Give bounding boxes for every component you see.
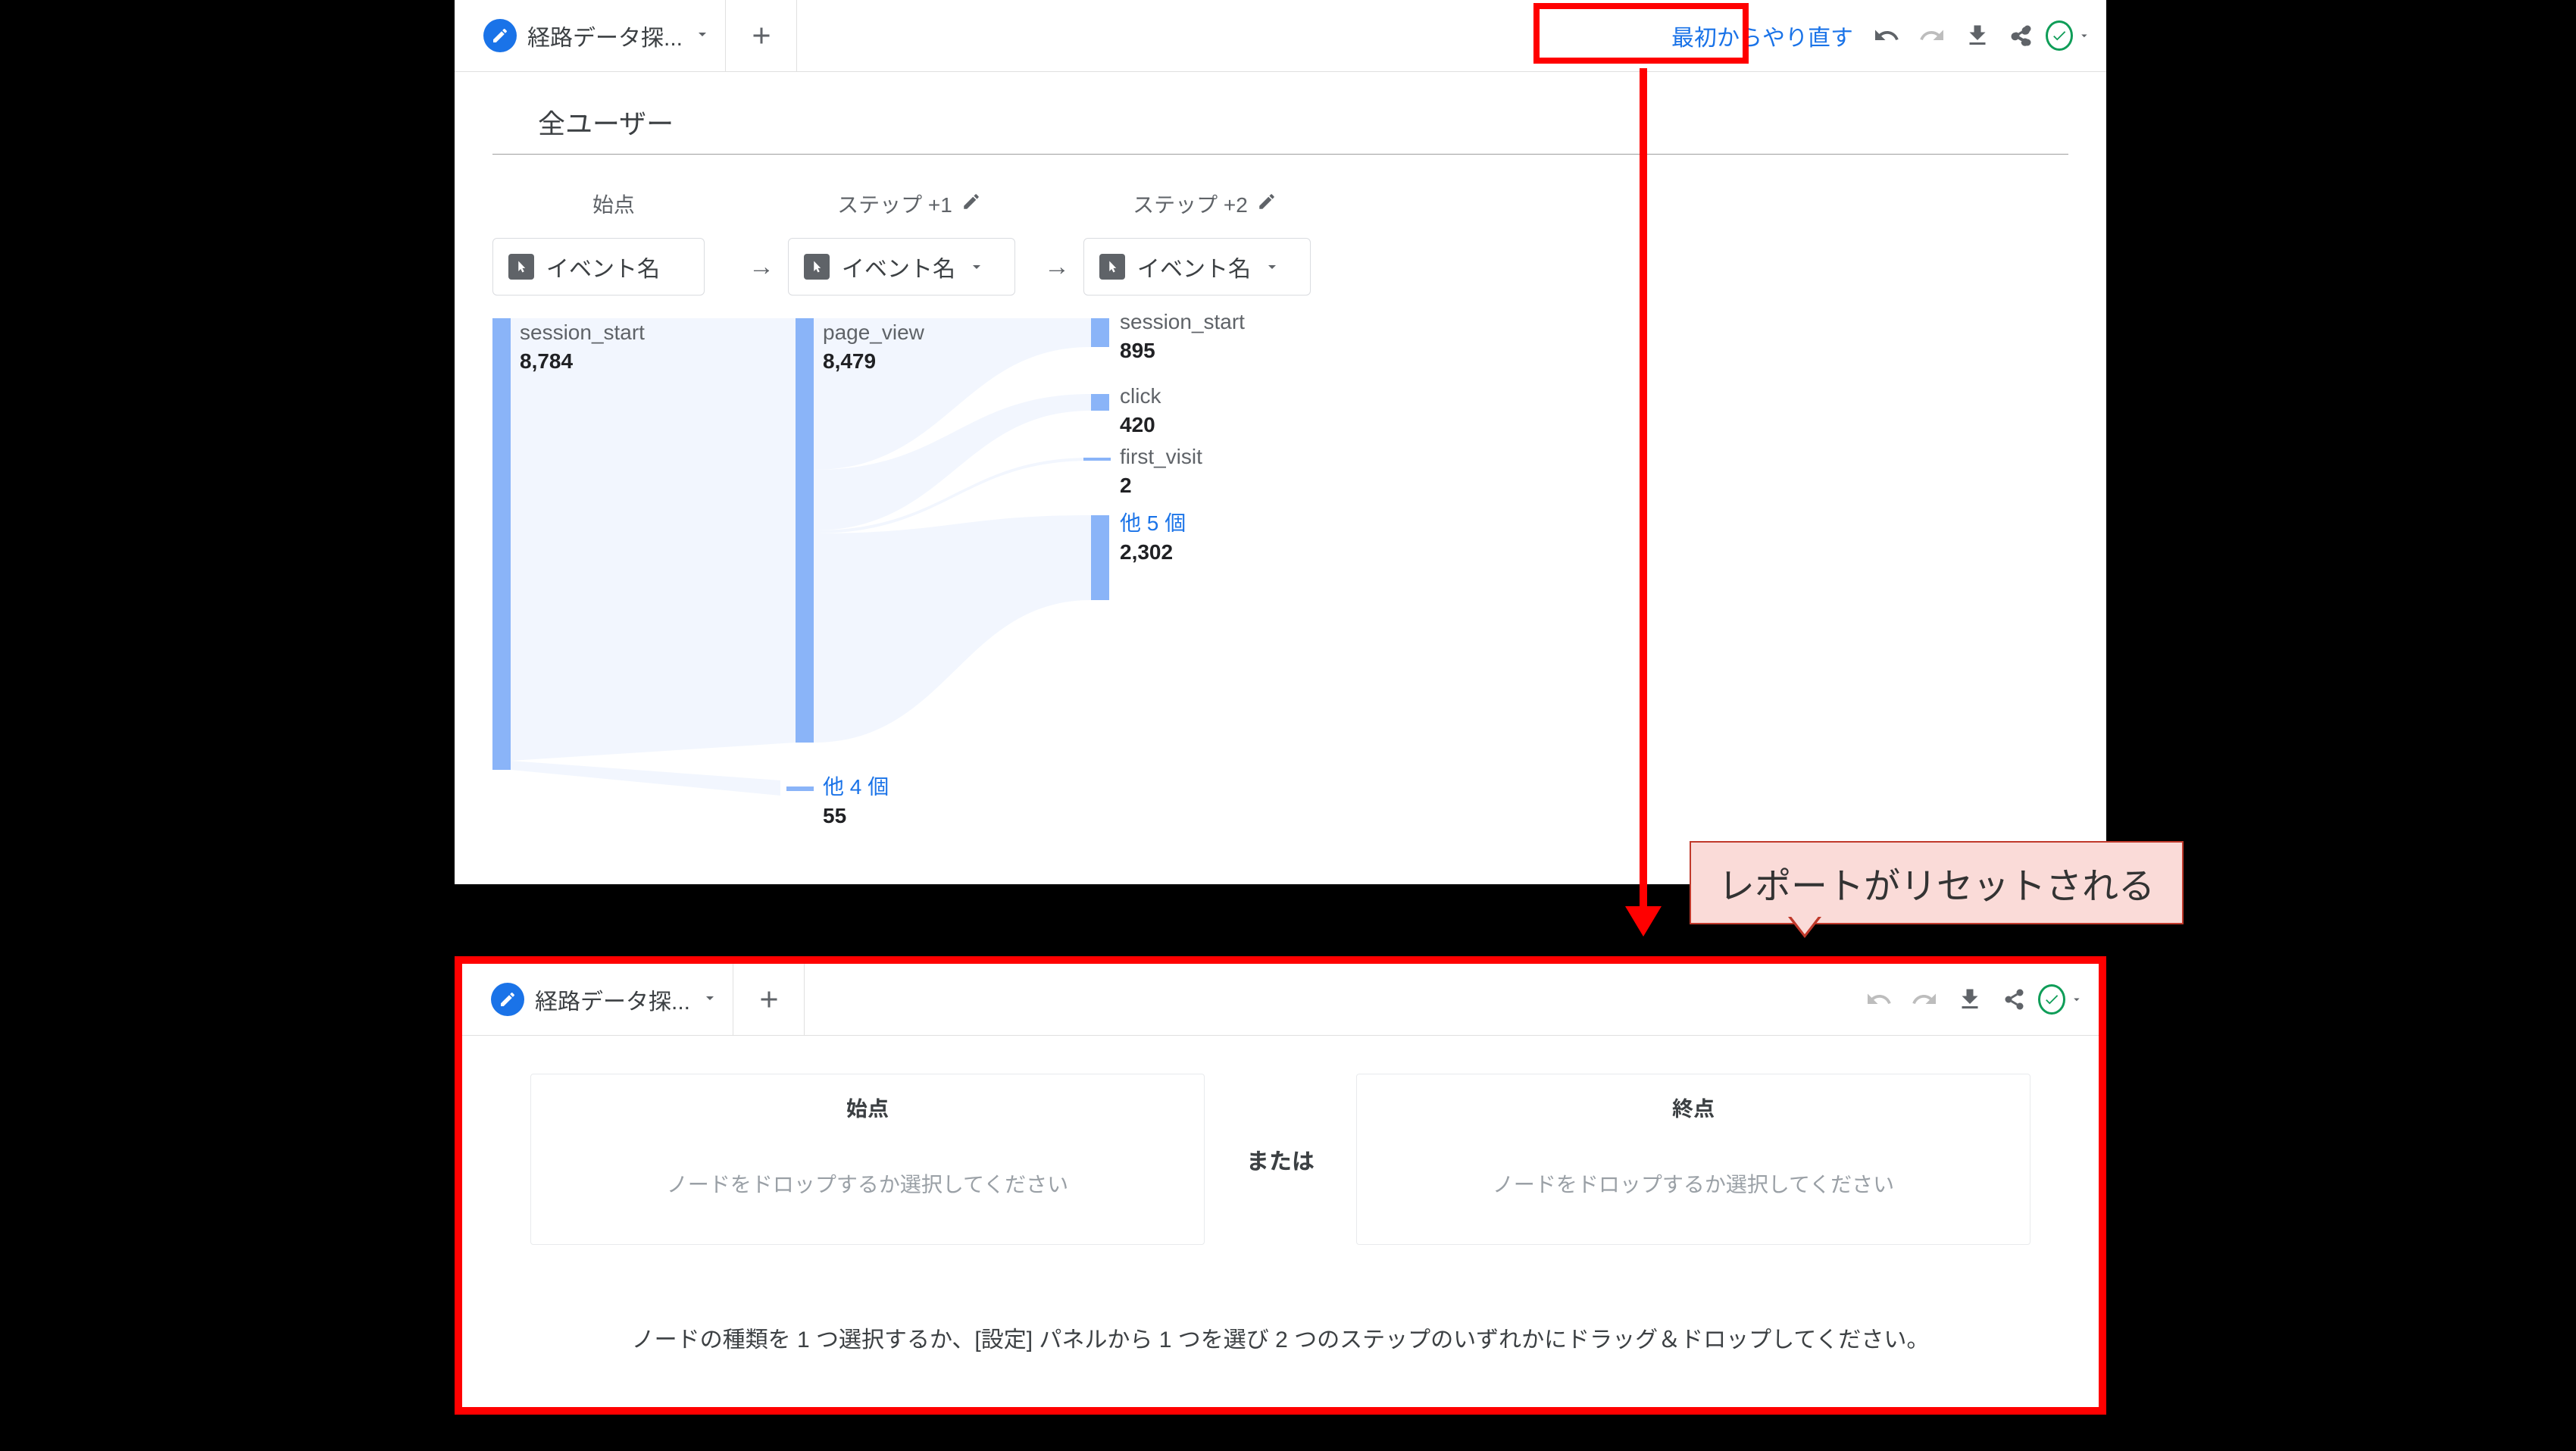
cursor-icon <box>1099 254 1125 280</box>
node-label-s2-a: session_start 895 <box>1120 308 1245 365</box>
check-icon <box>2046 20 2073 51</box>
event-dropdown-step2[interactable]: イベント名 <box>1083 238 1311 296</box>
node-label-s1-other: 他 4 個 55 <box>823 773 889 830</box>
event-dropdown-start[interactable]: イベント名 <box>492 238 705 296</box>
node-bar-s1-other[interactable] <box>786 786 814 791</box>
arrow-icon: → <box>735 238 788 296</box>
path-exploration-panel-after: 経路データ探... 始点 <box>455 956 2106 1415</box>
node-bar-start[interactable] <box>492 318 511 770</box>
caret-down-icon <box>693 25 711 47</box>
path-exploration-panel-before: 経路データ探... 最初からやり直す 全ユーザー <box>455 0 2106 884</box>
caret-down-icon <box>2077 28 2091 43</box>
undo-icon <box>1856 977 1902 1022</box>
node-label-s2-b: click 420 <box>1120 382 1161 439</box>
status-badge[interactable] <box>2046 13 2091 58</box>
caret-down-icon <box>701 989 719 1011</box>
exploration-tab[interactable]: 経路データ探... <box>477 964 733 1036</box>
toolbar-bottom: 経路データ探... <box>462 964 2099 1036</box>
annotation-arrow-line <box>1640 68 1647 908</box>
tab-title: 経路データ探... <box>535 983 690 1016</box>
step-header-1: ステップ +1 <box>788 185 1030 223</box>
dropdown-label: イベント名 <box>546 250 660 283</box>
edit-step-icon[interactable] <box>961 192 981 217</box>
step-label: ステップ +1 <box>837 189 952 219</box>
download-icon[interactable] <box>1955 13 2000 58</box>
callout-text: レポートがリセットされる <box>1718 867 2155 907</box>
add-tab-button[interactable] <box>733 964 805 1036</box>
node-label-s2-c: first_visit 2 <box>1120 442 1202 500</box>
node-bar-s2-a[interactable] <box>1091 318 1109 347</box>
cursor-icon <box>804 254 830 280</box>
drop-hint-start: ノードをドロップするか選択してください <box>667 1168 1068 1199</box>
or-label: または <box>1205 1074 1356 1245</box>
start-drop-zone[interactable]: 始点 ノードをドロップするか選択してください <box>530 1074 1205 1245</box>
annotation-arrow-head <box>1625 906 1662 937</box>
check-icon <box>2038 984 2065 1015</box>
arrow-icon: → <box>1030 238 1083 296</box>
path-visualization: 始点 イベント名 → ステップ +1 <box>455 155 2106 864</box>
redo-icon <box>1909 13 1955 58</box>
node-bar-s2-c[interactable] <box>1083 458 1111 461</box>
step-label: ステップ +2 <box>1133 189 1248 219</box>
annotation-callout: レポートがリセットされる <box>1690 841 2184 924</box>
redo-icon <box>1902 977 1947 1022</box>
pencil-icon <box>491 983 524 1016</box>
dropdown-label: イベント名 <box>842 250 955 283</box>
drop-hint-end: ノードをドロップするか選択してください <box>1493 1168 1894 1199</box>
toolbar-top: 経路データ探... 最初からやり直す <box>455 0 2106 72</box>
event-dropdown-step1[interactable]: イベント名 <box>788 238 1015 296</box>
pencil-icon <box>483 19 517 52</box>
node-bar-s2-other[interactable] <box>1091 515 1109 600</box>
sankey-diagram: session_start 8,784 page_view 8,479 他 4 … <box>492 318 2068 833</box>
drop-title-end: 終点 <box>1672 1093 1715 1123</box>
add-tab-button[interactable] <box>725 0 797 72</box>
node-label-s2-other: 他 5 個 2,302 <box>1120 509 1186 567</box>
node-label-s1-main: page_view 8,479 <box>823 318 924 376</box>
download-icon[interactable] <box>1947 977 1993 1022</box>
reset-link[interactable]: 最初からやり直す <box>1661 11 1864 60</box>
undo-icon[interactable] <box>1864 13 1909 58</box>
exploration-tab[interactable]: 経路データ探... <box>470 0 725 72</box>
node-bar-s2-b[interactable] <box>1091 394 1109 411</box>
cursor-icon <box>508 254 534 280</box>
instruction-text: ノードの種類を 1 つ選択するか、[設定] パネルから 1 つを選び 2 つのス… <box>492 1321 2068 1354</box>
status-badge[interactable] <box>2038 977 2084 1022</box>
dropdown-label: イベント名 <box>1137 250 1251 283</box>
caret-down-icon <box>968 258 986 276</box>
step-header-2: ステップ +2 <box>1083 185 1326 223</box>
caret-down-icon <box>2070 992 2084 1007</box>
edit-step-icon[interactable] <box>1257 192 1277 217</box>
node-bar-s1-main[interactable] <box>796 318 814 743</box>
callout-tail-fill <box>1790 915 1820 934</box>
node-label-start: session_start 8,784 <box>520 318 645 376</box>
drop-title-start: 始点 <box>846 1093 889 1123</box>
tab-title: 経路データ探... <box>527 19 683 52</box>
share-icon[interactable] <box>2000 13 2046 58</box>
step-label: 始点 <box>592 189 635 219</box>
caret-down-icon <box>1263 258 1281 276</box>
end-drop-zone[interactable]: 終点 ノードをドロップするか選択してください <box>1356 1074 2030 1245</box>
reset-body: 始点 ノードをドロップするか選択してください または 終点 ノードをドロップする… <box>462 1036 2099 1392</box>
step-header-start: 始点 <box>492 185 735 223</box>
segment-title: 全ユーザー <box>492 72 2068 155</box>
share-icon[interactable] <box>1993 977 2038 1022</box>
